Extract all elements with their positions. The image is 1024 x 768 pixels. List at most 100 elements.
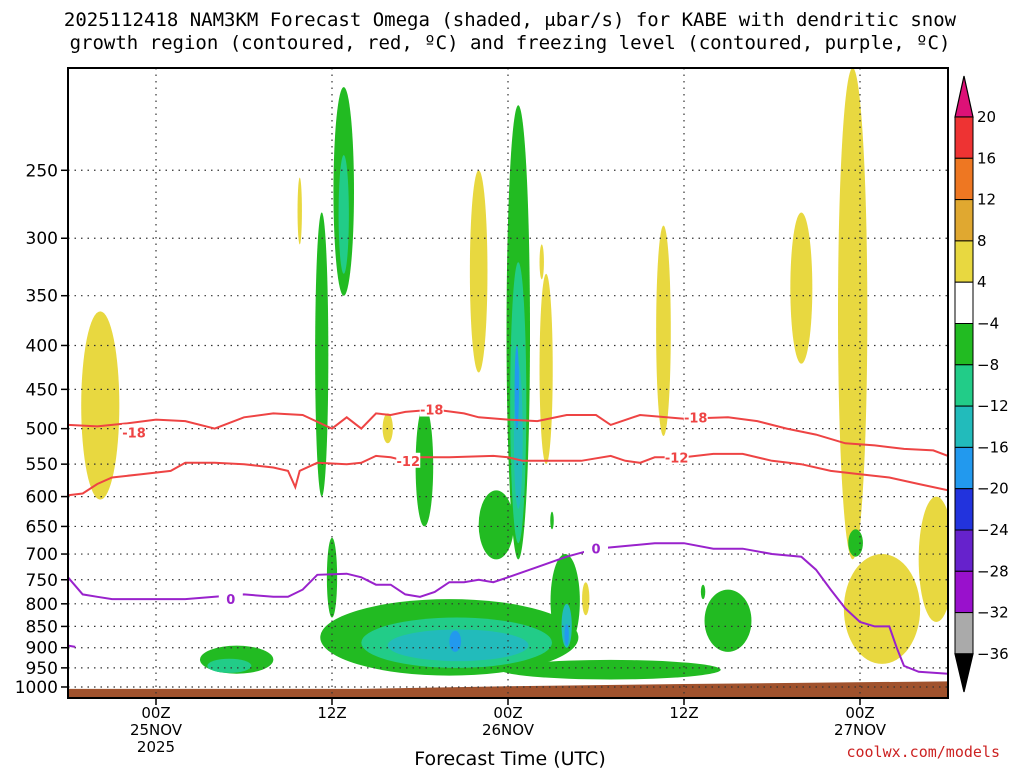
x-tick-label-36-0: 12Z: [317, 704, 346, 722]
dgz-label-18-2: -18: [683, 409, 708, 426]
colorbar-label-0: 20: [977, 108, 996, 126]
dgz-label-18-2-text: -18: [684, 411, 708, 426]
omega-descent-04z-peak: [564, 624, 569, 646]
colorbar-swatch-12: [954, 612, 974, 655]
colorbar-under-triangle: [954, 653, 974, 693]
y-tick-label-950: 950: [26, 659, 58, 679]
omega-main-column-00z-peak: [514, 345, 519, 429]
x-tick-label-60-0: 12Z: [669, 704, 698, 722]
colorbar-swatch-6: [954, 364, 974, 407]
colorbar-label-5: −4: [977, 315, 999, 333]
omega-low-level-tail: [500, 659, 721, 680]
dgz-label-12-0-text: -12: [397, 455, 421, 470]
dgz-contour-18: [68, 408, 948, 457]
y-tick-label-550: 550: [26, 455, 58, 475]
colorbar-label-3: 8: [977, 232, 987, 250]
omega-pre-12z-positive-blob: [297, 177, 302, 245]
y-tick-label-700: 700: [26, 545, 58, 565]
omega-broad-low-level-peak: [449, 630, 462, 652]
colorbar-swatch-3: [954, 240, 974, 283]
colorbar-swatch-7: [954, 405, 974, 448]
chart-title-line-1: 2025112418 NAM3KM Forecast Omega (shaded…: [64, 9, 957, 31]
terrain-surface: [68, 681, 948, 698]
colorbar-label-11: −28: [977, 562, 1009, 580]
dgz-label-12-0: -12: [396, 452, 421, 470]
colorbar-swatch-11: [954, 570, 974, 614]
colorbar-swatch-2: [954, 199, 974, 242]
colorbar-label-4: 4: [977, 273, 987, 291]
omega-positive-05z: [582, 582, 590, 616]
colorbar-swatch-10: [954, 529, 974, 572]
omega-positive-00z-core: [854, 428, 860, 509]
colorbar-label-9: −20: [977, 480, 1009, 498]
freezing-label-0-bg: [218, 591, 243, 607]
credit-text: coolwx.com/models: [846, 743, 1000, 761]
omega-column-23z-low: [478, 490, 514, 560]
colorbar-label-13: −36: [977, 645, 1009, 663]
y-tick-label-450: 450: [26, 380, 58, 400]
omega-positive-02z: [539, 273, 553, 465]
colorbar-swatch-9: [954, 488, 974, 531]
freezing-label-1-bg: [584, 540, 608, 556]
x-tick-label-48-0: 00Z: [493, 704, 522, 722]
x-tick-label-48-1: 26NOV: [482, 721, 535, 739]
freezing-level-segment-left: [68, 644, 76, 648]
dgz-label-18-1-bg: [419, 401, 444, 417]
colorbar-label-6: −8: [977, 356, 999, 374]
dgz-label-18-0-text: -18: [122, 426, 146, 441]
x-tick-label-24-0: 00Z: [141, 704, 170, 722]
freezing-label-0: 0: [218, 591, 243, 608]
x-tick-label-72-1: 27NOV: [834, 721, 887, 739]
x-axis-label: Forecast Time (UTC): [414, 748, 605, 768]
colorbar-label-1: 16: [977, 149, 996, 167]
y-tick-label-350: 350: [26, 287, 58, 307]
colorbar-label-2: 12: [977, 191, 996, 209]
y-tick-label-400: 400: [26, 336, 58, 356]
omega-positive-02z-top: [539, 244, 544, 280]
omega-low-level-descent-core: [207, 658, 252, 673]
colorbar-swatch-0: [954, 116, 974, 159]
dgz-label-12-1-text: -12: [665, 451, 689, 466]
omega-positive-20z-upper: [790, 212, 813, 364]
y-tick-label-250: 250: [26, 161, 58, 181]
colorbar-swatch-5: [954, 323, 974, 366]
y-tick-label-600: 600: [26, 488, 58, 508]
chart-title-line-2: growth region (contoured, red, ºC) and f…: [70, 32, 951, 54]
y-tick-label-800: 800: [26, 595, 58, 615]
colorbar-swatch-1: [954, 157, 974, 201]
omega-positive-23z-column: [838, 68, 868, 560]
x-tick-label-72-0: 00Z: [845, 704, 874, 722]
terrain: [68, 681, 948, 698]
freezing-label-1-text: 0: [591, 543, 600, 558]
pressure-axis: 2503003504004505005506006507007508008509…: [15, 161, 68, 698]
dgz-label-18-0: -18: [122, 424, 146, 441]
dgz-label-12-1-bg: [664, 449, 689, 465]
dgz-label-18-1-text: -18: [420, 404, 444, 419]
x-tick-label-24-2: 2025: [137, 738, 175, 756]
colorbar-swatch-8: [954, 446, 974, 490]
contours: -18 -18 -18 -12 -12 0 0: [68, 401, 948, 675]
colorbar-label-8: −16: [977, 438, 1009, 456]
freezing-label-0-text: 0: [226, 593, 235, 608]
omega-descent-00z-small: [848, 529, 863, 557]
y-tick-label-850: 850: [26, 617, 58, 637]
y-tick-label-300: 300: [26, 229, 58, 249]
omega-early-updraft-column: [81, 311, 120, 500]
omega-positive-upper-22z: [469, 170, 488, 373]
y-tick-label-1000: 1000: [15, 678, 58, 698]
omega-upper-column-12z-core: [338, 155, 349, 274]
colorbar-label-12: −32: [977, 604, 1009, 622]
colorbar-label-7: −12: [977, 397, 1009, 415]
x-tick-label-24-1: 25NOV: [130, 721, 183, 739]
omega-positive-03z-edge: [918, 496, 948, 622]
omega-shading: [81, 68, 948, 680]
omega-small-descent-04z: [550, 511, 554, 530]
omega-positive-00z-lower-core: [848, 591, 887, 633]
freezing-label-1: 0: [584, 540, 608, 558]
colorbar-over-triangle: [954, 75, 974, 118]
dgz-label-12-1: -12: [664, 449, 689, 466]
dgz-label-18-2-bg: [683, 409, 708, 425]
omega-column-11z: [315, 212, 329, 497]
